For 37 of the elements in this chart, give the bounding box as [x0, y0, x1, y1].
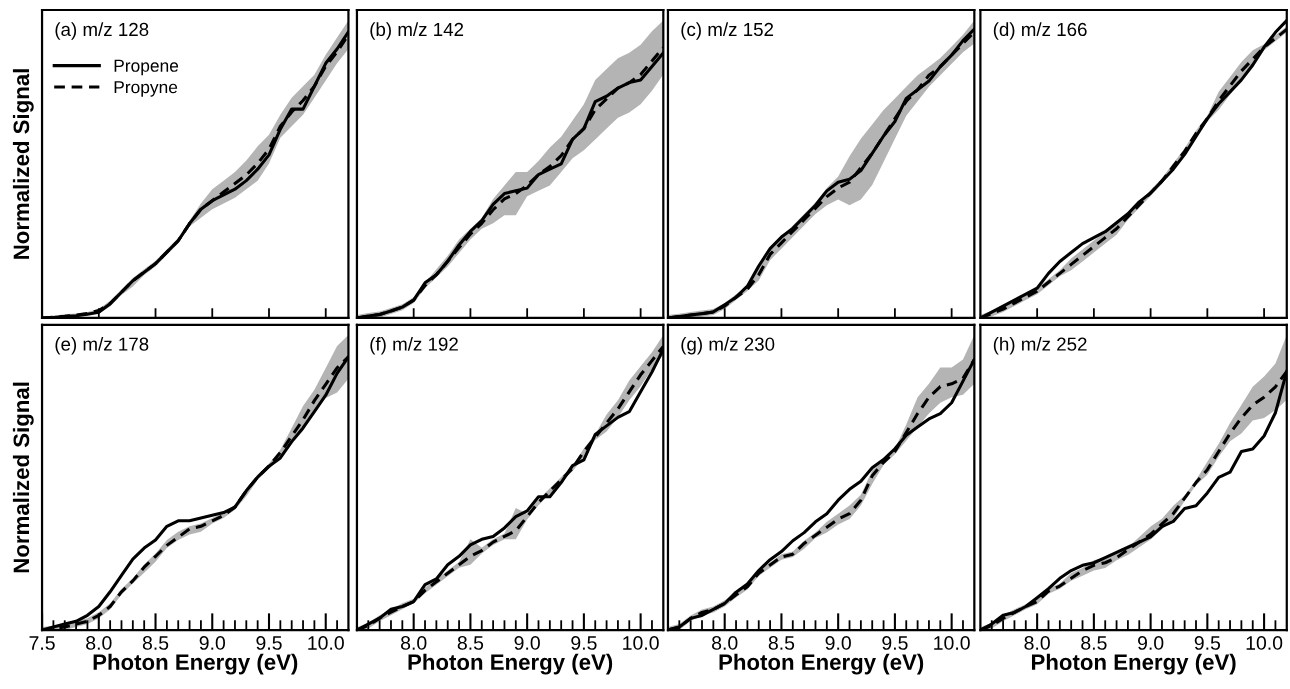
- x-tick-label: 9.0: [514, 636, 540, 650]
- x-tick-label: 8.0: [401, 636, 427, 650]
- x-tick-label: 9.0: [199, 636, 226, 650]
- x-tick-label: 8.5: [142, 636, 169, 650]
- x-tick-label: 9.0: [825, 636, 851, 650]
- legend-label: Propene: [114, 59, 179, 76]
- chart-title: (h) m/z 252: [993, 337, 1087, 355]
- chart-title: (c) m/z 152: [681, 22, 774, 40]
- x-axis-title: Photon Energy (eV): [93, 653, 298, 675]
- x-tick-label: 10.0: [623, 636, 659, 650]
- chart-title: (f) m/z 192: [370, 337, 458, 355]
- x-tick-label: 8.5: [768, 636, 795, 650]
- x-tick-label: 10.0: [934, 636, 970, 650]
- chart-title: (g) m/z 230: [681, 337, 775, 355]
- x-tick-label: 8.5: [457, 636, 484, 650]
- x-tick-label: 8.5: [1081, 636, 1107, 650]
- x-tick-label: 9.5: [256, 636, 282, 650]
- x-tick-label: 9.5: [571, 636, 597, 650]
- x-axis-title: Photon Energy (eV): [408, 653, 613, 675]
- x-tick-label: 8.0: [86, 636, 112, 650]
- x-axis-title: Photon Energy (eV): [1031, 653, 1236, 675]
- chart-title: (a) m/z 128: [55, 22, 149, 40]
- chart-title: (d) m/z 166: [993, 22, 1087, 40]
- x-tick-label: 10.0: [1246, 636, 1283, 650]
- x-tick-label: 10.0: [308, 636, 344, 650]
- x-tick-label: 9.5: [1194, 636, 1221, 650]
- x-tick-label: 9.5: [882, 636, 908, 650]
- chart-title: (b) m/z 142: [370, 22, 464, 40]
- chart-title: (e) m/z 178: [55, 337, 149, 355]
- y-axis-title: Normalized Signal: [12, 69, 34, 259]
- x-tick-label: 7.5: [29, 636, 55, 650]
- legend-label: Propyne: [114, 81, 178, 97]
- x-axis-title: Photon Energy (eV): [719, 653, 924, 675]
- x-tick-label: 8.0: [1024, 636, 1050, 650]
- x-tick-label: 9.0: [1138, 636, 1164, 650]
- x-tick-label: 8.0: [712, 636, 738, 650]
- y-axis-title: Normalized Signal: [12, 382, 34, 573]
